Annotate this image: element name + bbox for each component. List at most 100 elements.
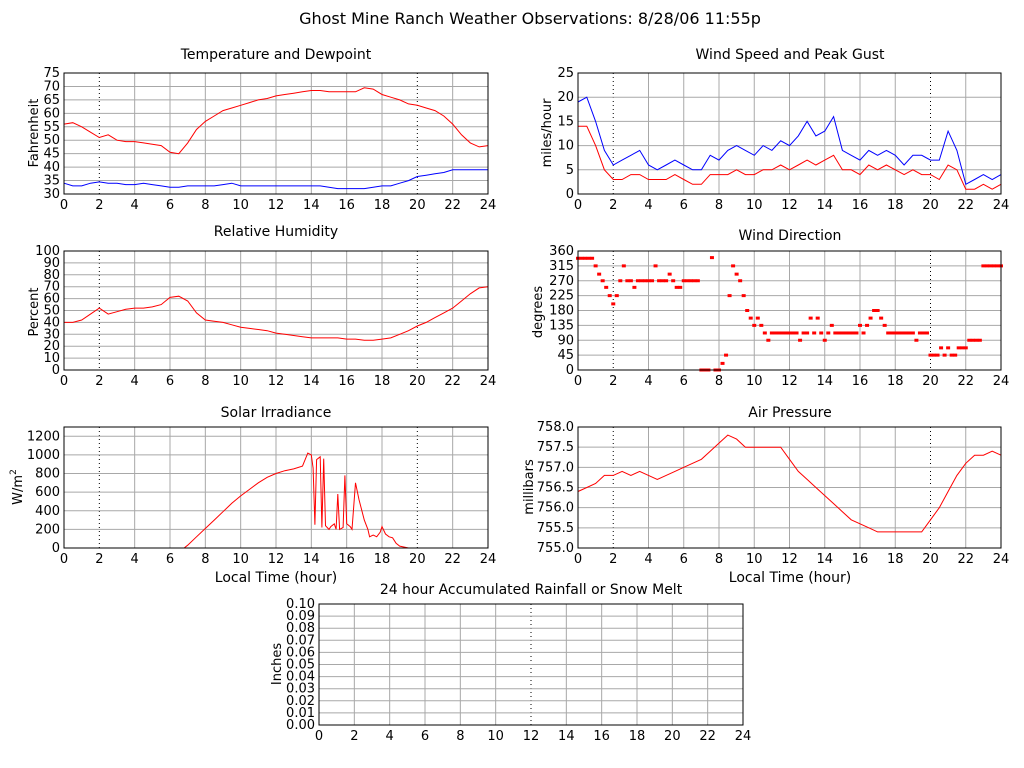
x-tick-label: 14 <box>558 729 575 744</box>
x-tick-label: 18 <box>374 552 391 567</box>
data-point <box>646 279 651 283</box>
x-tick-label: 22 <box>444 552 461 567</box>
data-point <box>981 264 986 268</box>
data-point <box>924 331 929 335</box>
data-point <box>783 331 788 335</box>
data-point <box>586 256 591 260</box>
y-tick-label: 70 <box>43 280 60 295</box>
data-point <box>709 256 714 260</box>
data-point <box>579 256 584 260</box>
x-tick-label: 16 <box>338 552 355 567</box>
y-tick-label: 80 <box>43 268 60 283</box>
x-tick-label: 14 <box>303 374 320 389</box>
data-point <box>635 279 640 283</box>
data-point <box>988 264 993 268</box>
data-point <box>614 294 619 298</box>
y-tick-label: 30 <box>43 327 60 342</box>
x-tick-label: 18 <box>887 198 904 213</box>
series-line-0 <box>64 286 489 341</box>
data-point <box>724 353 729 357</box>
y-tick-label: 35 <box>43 174 60 189</box>
x-tick-label: 6 <box>166 374 174 389</box>
wind-direction-chart: Wind Direction degrees 0 2 4 6 8 10 12 14 16 18 20… <box>531 228 1009 389</box>
x-tick-label: 10 <box>232 198 249 213</box>
data-point <box>932 353 937 357</box>
data-point <box>850 331 855 335</box>
data-point <box>600 279 605 283</box>
data-point <box>829 323 834 327</box>
data-point <box>657 279 662 283</box>
y-tick-label: 40 <box>43 315 60 330</box>
y-tick-label: 360 <box>549 244 574 259</box>
data-point <box>812 331 817 335</box>
x-tick-label: 12 <box>523 729 540 744</box>
data-point <box>748 316 753 320</box>
x-tick-label: 12 <box>268 552 285 567</box>
data-point <box>872 309 877 312</box>
series-line-0 <box>63 87 489 155</box>
x-axis-label: Local Time (hour) <box>729 570 851 586</box>
y-tick-label: 75 <box>43 66 60 81</box>
x-tick-label: 10 <box>746 374 763 389</box>
data-point <box>787 331 792 335</box>
y-tick-label: 20 <box>43 339 60 354</box>
data-point <box>843 331 848 335</box>
y-tick-label: 0.02 <box>286 694 315 709</box>
y-tick-label: 50 <box>43 304 60 319</box>
x-tick-label: 20 <box>922 198 939 213</box>
data-point <box>660 279 665 283</box>
plot-frame <box>63 72 489 195</box>
y-tick-label: 180 <box>549 304 574 319</box>
x-tick-label: 2 <box>95 374 103 389</box>
y-tick-label: 0.04 <box>286 670 315 685</box>
x-tick-label: 6 <box>421 729 429 744</box>
data-point <box>597 272 602 276</box>
x-tick-label: 24 <box>735 729 752 744</box>
y-axis-label-base: W/m <box>11 475 26 505</box>
y-tick-label: 800 <box>35 467 60 482</box>
data-point <box>621 264 626 268</box>
x-tick-label: 16 <box>338 374 355 389</box>
x-tick-label: 10 <box>487 729 504 744</box>
data-point <box>727 294 732 298</box>
x-tick-label: 12 <box>268 374 285 389</box>
x-tick-label: 6 <box>680 198 688 213</box>
x-tick-label: 0 <box>574 198 582 213</box>
x-tick-label: 2 <box>609 198 617 213</box>
data-point <box>618 279 623 283</box>
x-tick-label: 16 <box>852 374 869 389</box>
y-tick-label: 5 <box>566 163 574 178</box>
y-tick-label: 0 <box>52 541 60 556</box>
series-line-1 <box>63 169 488 190</box>
data-point <box>762 331 767 335</box>
y-tick-label: 0.01 <box>286 706 315 721</box>
data-point <box>868 316 873 320</box>
plot-frame <box>63 426 489 549</box>
y-tick-label: 55 <box>43 120 60 135</box>
x-tick-label: 22 <box>957 552 974 567</box>
x-tick-label: 12 <box>781 198 798 213</box>
data-point <box>692 279 697 283</box>
y-tick-label: 225 <box>549 289 574 304</box>
x-tick-label: 2 <box>350 729 358 744</box>
y-axis-label-superscript: 2 <box>9 469 19 475</box>
x-tick-label: 12 <box>781 552 798 567</box>
data-point <box>903 331 908 335</box>
x-tick-label: 8 <box>201 374 209 389</box>
chart-title: Temperature and Dewpoint <box>180 47 372 63</box>
y-axis-label: W/m2 <box>9 469 26 505</box>
data-point <box>921 331 926 335</box>
y-tick-label: 756.5 <box>537 481 574 496</box>
y-tick-label: 45 <box>43 147 60 162</box>
y-tick-label: 400 <box>35 504 60 519</box>
x-tick-label: 24 <box>993 374 1010 389</box>
data-point <box>741 294 746 298</box>
x-tick-label: 4 <box>131 552 139 567</box>
data-point <box>861 331 866 335</box>
y-tick-label: 0.09 <box>286 609 315 624</box>
solar-irradiance-chart: Solar Irradiance W/m2 Local Time (hour) … <box>9 405 496 586</box>
data-point <box>776 331 781 335</box>
data-point <box>688 279 693 283</box>
data-point <box>970 338 975 342</box>
